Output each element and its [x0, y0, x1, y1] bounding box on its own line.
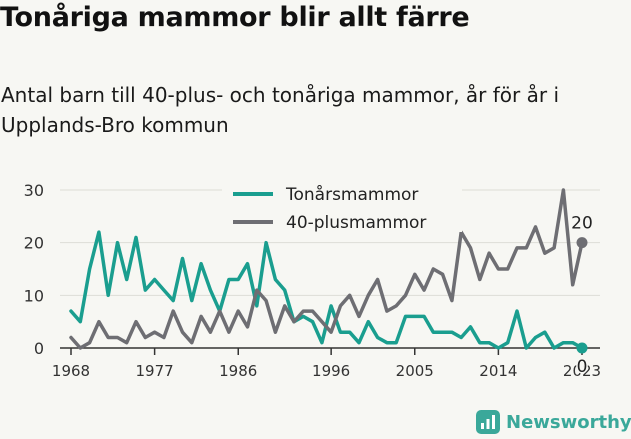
x-tick-label: 1977 — [136, 362, 174, 380]
y-tick-label: 30 — [24, 181, 44, 200]
y-tick-label: 10 — [24, 286, 44, 305]
bar-chart-icon — [476, 410, 500, 434]
y-tick-label: 0 — [34, 339, 44, 358]
end-point — [576, 342, 588, 354]
end-value-label: 20 — [571, 214, 593, 234]
x-tick-label: 1986 — [219, 362, 257, 380]
x-tick-label: 2005 — [396, 362, 434, 380]
x-tick-label: 2014 — [479, 362, 517, 380]
chart-title: Tonåriga mammor blir allt färre — [0, 2, 470, 33]
legend-label: 40-plusmammor — [286, 213, 426, 233]
y-tick-label: 20 — [24, 234, 44, 253]
x-tick-label: 2023 — [563, 362, 601, 380]
series-line-tonarsmammor — [69, 230, 584, 350]
newsworthy-brand: Newsworthy — [476, 408, 631, 436]
x-tick-label: 1968 — [52, 362, 90, 380]
series-line-40-plusmammor — [69, 188, 584, 350]
chart-subtitle: Antal barn till 40-plus- och tonåriga ma… — [1, 83, 560, 137]
x-tick-label: 1996 — [312, 362, 350, 380]
end-value-label: 0 — [577, 357, 588, 377]
legend-label: Tonårsmammor — [285, 184, 418, 205]
end-point — [576, 237, 588, 249]
brand-name: Newsworthy — [506, 411, 631, 433]
